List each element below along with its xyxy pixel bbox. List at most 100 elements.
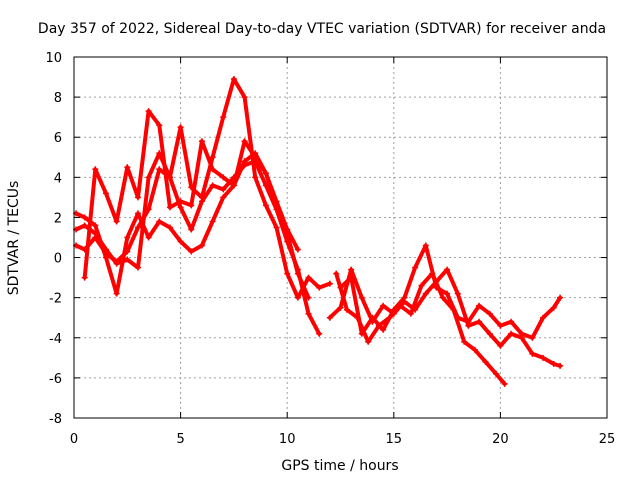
data-point (241, 158, 248, 165)
data-point (262, 202, 269, 209)
data-point (188, 226, 195, 233)
data-point (529, 350, 536, 357)
data-point (284, 226, 291, 233)
data-point (188, 248, 195, 255)
data-point (145, 234, 152, 241)
series-points-4 (81, 108, 301, 281)
data-point (326, 280, 333, 287)
data-point (305, 294, 312, 301)
y-tick-label: -4 (49, 332, 62, 347)
data-point (486, 310, 493, 317)
data-point (166, 224, 173, 231)
data-point (461, 338, 468, 345)
data-point (540, 354, 547, 361)
data-point (166, 204, 173, 211)
data-point (348, 266, 355, 273)
data-point (369, 318, 376, 325)
data-point (529, 334, 536, 341)
data-point (134, 194, 141, 201)
x-tick-label: 15 (386, 432, 403, 447)
x-tick-label: 5 (176, 432, 184, 447)
data-point (113, 290, 120, 297)
data-point (177, 124, 184, 131)
data-point (508, 318, 515, 325)
data-point (365, 338, 372, 345)
data-point (557, 362, 564, 369)
data-point (333, 270, 340, 277)
data-point (407, 310, 414, 317)
y-tick-label: -2 (49, 292, 62, 307)
data-point (209, 218, 216, 225)
data-point (177, 198, 184, 205)
data-point (294, 246, 301, 253)
series-points-6 (326, 266, 564, 369)
data-point (241, 94, 248, 101)
data-point (294, 270, 301, 277)
data-point (177, 204, 184, 211)
data-point (375, 322, 382, 329)
data-point (444, 266, 451, 273)
data-point (273, 198, 280, 205)
series-points-1 (73, 158, 323, 337)
data-point (252, 174, 259, 181)
data-point (444, 290, 451, 297)
data-point (220, 174, 227, 181)
data-point (316, 330, 323, 337)
data-point (557, 294, 564, 301)
data-point (493, 370, 500, 377)
data-point (230, 182, 237, 189)
data-point (476, 302, 483, 309)
data-point (220, 114, 227, 121)
data-point (124, 164, 131, 171)
plot-frame (73, 56, 608, 419)
data-point (81, 214, 88, 221)
data-point (550, 304, 557, 311)
data-point (156, 166, 163, 173)
data-point (145, 108, 152, 115)
data-point (316, 284, 323, 291)
data-point (454, 290, 461, 297)
data-point (134, 224, 141, 231)
x-tick-label: 0 (70, 432, 78, 447)
y-tick-label: 6 (54, 131, 62, 146)
data-point (471, 346, 478, 353)
series-points-7 (333, 270, 508, 387)
y-tick-label: 10 (45, 51, 62, 66)
data-point (429, 270, 436, 277)
data-point (550, 360, 557, 367)
data-point (177, 238, 184, 245)
data-point (401, 298, 408, 305)
y-tick-label: 4 (54, 171, 62, 186)
data-point (81, 274, 88, 281)
data-point (337, 304, 344, 311)
data-point (220, 186, 227, 193)
data-point (422, 242, 429, 249)
data-point (124, 256, 131, 263)
y-axis-label: SDTVAR / TECUs (6, 181, 22, 296)
data-point (358, 294, 365, 301)
data-point (156, 218, 163, 225)
data-point (476, 318, 483, 325)
data-point (134, 210, 141, 217)
data-point (305, 274, 312, 281)
data-point (252, 154, 259, 161)
data-point (305, 310, 312, 317)
data-point (241, 138, 248, 145)
series-points-2 (73, 76, 333, 301)
data-point (262, 170, 269, 177)
data-point (209, 182, 216, 189)
y-tick-label: 2 (54, 211, 62, 226)
data-point (113, 260, 120, 267)
data-point (92, 166, 99, 173)
data-point (540, 314, 547, 321)
data-point (198, 138, 205, 145)
data-point (518, 334, 525, 341)
x-tick-label: 20 (492, 432, 509, 447)
data-point (343, 306, 350, 313)
data-point (156, 122, 163, 129)
y-tick-label: -8 (49, 412, 62, 427)
data-point (81, 222, 88, 229)
data-point (102, 254, 109, 261)
